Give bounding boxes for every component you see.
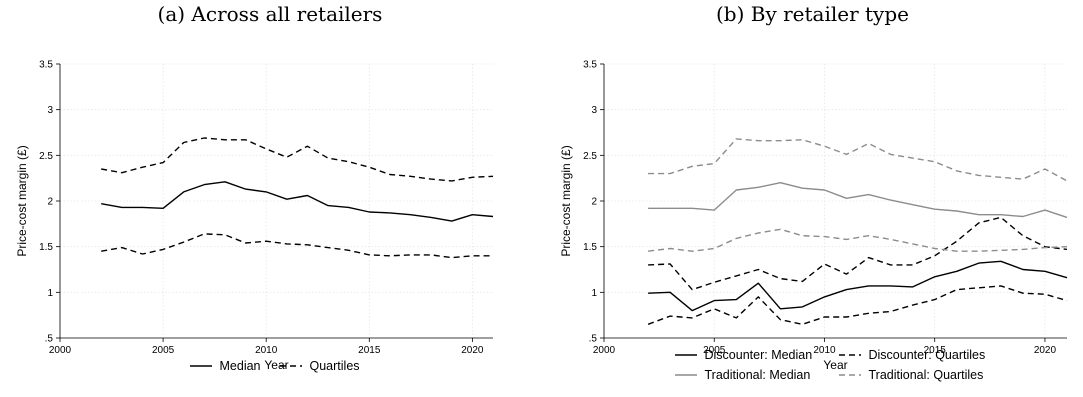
series-line xyxy=(647,285,1068,325)
series-traditional-quartiles xyxy=(648,138,1068,182)
series-discounter-median xyxy=(648,260,1068,312)
chart-title: (b) By retailer type xyxy=(716,2,909,26)
y-tick-label: 2 xyxy=(47,197,53,208)
legend-label: Quartiles xyxy=(309,359,360,373)
y-tick-label: 2.5 xyxy=(583,151,597,162)
legend-swatch xyxy=(674,374,697,376)
y-axis-title: Price-cost margin (£) xyxy=(559,145,573,256)
chart-panel-across-all-retailers: (a) Across all retailers .5 1 1.5 2 2.5 3 3.5 2… xyxy=(0,0,540,397)
legend-label: Traditional: Median xyxy=(704,368,811,382)
series-line xyxy=(648,138,1068,182)
y-tick-label: 1.5 xyxy=(39,242,53,253)
y-tick-label: 2.5 xyxy=(39,151,53,162)
y-tick-label: 2 xyxy=(591,197,597,208)
legend-item: Discounter: Median xyxy=(674,348,813,362)
series-traditional-quartiles xyxy=(648,228,1068,252)
gridlines xyxy=(59,63,493,339)
legend-item: Quartiles xyxy=(279,359,360,373)
x-tick-label: 2020 xyxy=(1034,345,1057,356)
y-tick-label: 1 xyxy=(47,288,53,299)
x-tick-label: 2015 xyxy=(924,345,947,356)
x-tick-label: 2010 xyxy=(813,345,836,356)
y-tick-label: 3 xyxy=(47,105,53,116)
legend-swatch xyxy=(189,365,212,367)
x-tick-label: 2000 xyxy=(49,345,72,356)
x-tick-label: 2010 xyxy=(255,345,278,356)
series-quartiles xyxy=(101,137,494,182)
gridlines xyxy=(603,63,1067,339)
chart-title: (a) Across all retailers xyxy=(157,2,383,26)
legend-swatch xyxy=(279,365,302,367)
legend-label: Median xyxy=(219,359,261,373)
chart-panel-by-retailer-type: (b) By retailer type .5 1 1.5 2 2.5 3 3.5 2000 2… xyxy=(542,0,1083,397)
series-traditional-median xyxy=(648,181,1068,219)
series-line xyxy=(648,228,1068,252)
legend-label: Discounter: Median xyxy=(704,348,813,362)
series-quartiles xyxy=(101,233,493,259)
legend-label: Traditional: Quartiles xyxy=(868,368,984,382)
y-tick-label: 1 xyxy=(591,288,597,299)
series-line xyxy=(648,260,1068,312)
series-discounter-quartiles xyxy=(648,216,1068,291)
y-tick-label: 3.5 xyxy=(39,60,53,71)
legend-item: Median xyxy=(189,359,261,373)
y-tick-label: 1.5 xyxy=(583,242,597,253)
legend-swatch xyxy=(838,374,861,376)
series-line xyxy=(648,181,1068,219)
series-line xyxy=(648,216,1068,291)
series-line xyxy=(101,233,493,259)
x-tick-label: 2005 xyxy=(703,345,726,356)
y-tick-label: .5 xyxy=(589,334,598,345)
x-axis-title: Year xyxy=(264,358,288,372)
y-tick-label: .5 xyxy=(45,334,54,345)
series-line xyxy=(101,137,494,182)
x-tick-label: 2000 xyxy=(593,345,616,356)
x-tick-label: 2015 xyxy=(358,345,381,356)
legend-item: Discounter: Quartiles xyxy=(838,348,986,362)
line-chart-across-all-retailers: .5 1 1.5 2 2.5 3 3.5 2000 2005 2010 2015 2020 Year Pr… xyxy=(15,60,494,372)
legend-label: Discounter: Quartiles xyxy=(868,348,986,362)
y-tick-label: 3.5 xyxy=(583,60,597,71)
line-chart-by-retailer-type: .5 1 1.5 2 2.5 3 3.5 2000 2005 2010 2015 2020 Year Pr… xyxy=(559,60,1068,372)
y-axis-title: Price-cost margin (£) xyxy=(15,145,29,256)
legend-item: Traditional: Quartiles xyxy=(838,368,984,382)
legend-swatch xyxy=(838,354,861,356)
x-tick-label: 2020 xyxy=(461,345,484,356)
y-tick-label: 3 xyxy=(591,105,597,116)
series-line xyxy=(101,181,494,222)
legend-swatch xyxy=(674,354,697,356)
x-tick-label: 2005 xyxy=(152,345,175,356)
series-discounter-quartiles xyxy=(647,285,1068,325)
series-median xyxy=(101,181,494,222)
x-axis-title: Year xyxy=(823,358,847,372)
legend-item: Traditional: Median xyxy=(674,368,811,382)
